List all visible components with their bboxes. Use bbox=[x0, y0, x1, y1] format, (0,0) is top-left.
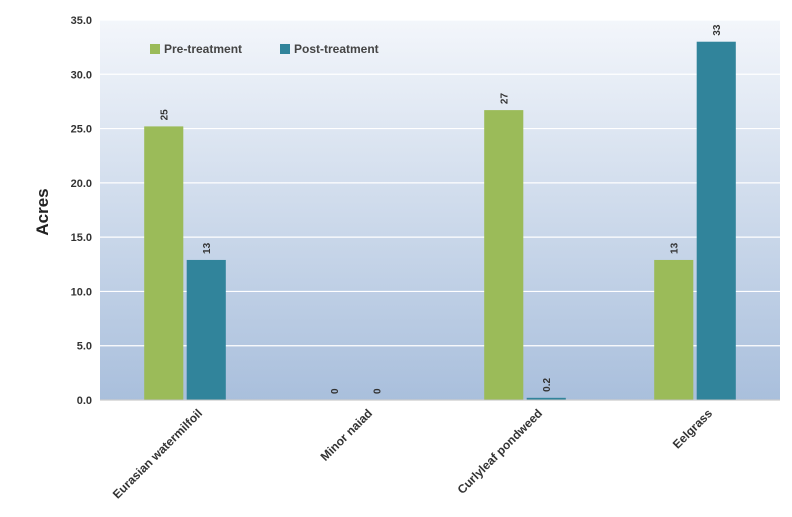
y-axis-title: Acres bbox=[33, 188, 52, 235]
bars bbox=[144, 41, 736, 401]
x-tick-label: Eelgrass bbox=[670, 406, 716, 452]
y-tick-label: 0.0 bbox=[77, 395, 92, 407]
data-label: 0.2 bbox=[542, 377, 553, 391]
y-tick-label: 20.0 bbox=[71, 178, 92, 190]
data-label: 0 bbox=[330, 388, 341, 394]
data-label: 33 bbox=[712, 24, 723, 36]
y-tick-label: 25.0 bbox=[71, 124, 92, 136]
legend-swatch bbox=[280, 44, 290, 54]
data-labels: 25 13 0 0 27 0.2 13 33 bbox=[160, 24, 724, 394]
bar-pre-1 bbox=[144, 126, 184, 401]
y-tick-label: 35.0 bbox=[71, 15, 92, 27]
y-tick-label: 30.0 bbox=[71, 69, 92, 81]
bar-post-4 bbox=[696, 41, 736, 400]
bar-post-1 bbox=[186, 259, 226, 400]
data-label: 13 bbox=[202, 242, 213, 254]
x-tick-label: Eurasian watermilfoil bbox=[110, 406, 205, 501]
bar-pre-4 bbox=[654, 259, 694, 400]
legend-swatch bbox=[150, 44, 160, 54]
legend-label: Pre-treatment bbox=[164, 42, 242, 56]
legend: Pre-treatment Post-treatment bbox=[150, 42, 379, 56]
y-tick-label: 15.0 bbox=[71, 232, 92, 244]
y-tick-label: 5.0 bbox=[77, 341, 92, 353]
bar-post-3 bbox=[526, 397, 566, 400]
data-label: 0 bbox=[372, 388, 383, 394]
data-label: 25 bbox=[160, 109, 171, 121]
y-tick-label: 10.0 bbox=[71, 286, 92, 298]
data-label: 13 bbox=[670, 242, 681, 254]
bar-pre-3 bbox=[484, 110, 524, 400]
x-tick-label: Curlyleaf pondweed bbox=[455, 406, 546, 497]
x-tick-label: Minor naiad bbox=[318, 406, 376, 464]
data-label: 27 bbox=[500, 93, 511, 105]
legend-label: Post-treatment bbox=[294, 42, 379, 56]
